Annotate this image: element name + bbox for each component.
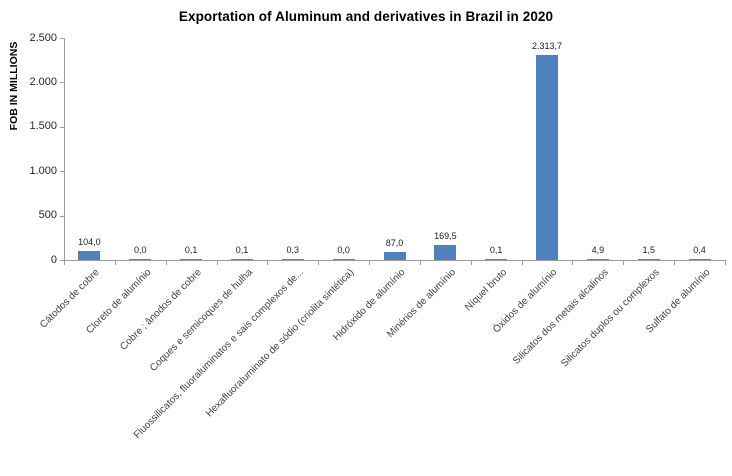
bar	[434, 244, 457, 260]
x-tick	[623, 261, 625, 265]
x-tick	[216, 261, 218, 265]
bar-value-label: 1,5	[642, 244, 655, 255]
x-tick	[725, 261, 726, 265]
category-label: Silicatos dos metais alcalinos	[510, 267, 611, 367]
bar	[332, 258, 355, 260]
chart-title: Exportation of Aluminum and derivatives …	[178, 9, 554, 24]
x-tick	[318, 261, 320, 265]
category-label: Níquel bruto	[462, 267, 509, 314]
bar	[485, 258, 508, 260]
bar-value-label: 0,1	[235, 244, 249, 255]
bar	[78, 250, 101, 260]
y-tick	[60, 171, 64, 173]
x-tick	[267, 261, 269, 265]
bar-value-label: 0,1	[184, 244, 198, 255]
x-tick	[419, 261, 421, 265]
bar	[180, 258, 203, 260]
bar-value-label: 0,0	[134, 244, 147, 255]
y-axis-line	[64, 38, 65, 261]
bar	[536, 54, 559, 260]
x-tick	[674, 261, 676, 265]
y-tick-label: 2.000	[29, 75, 57, 88]
y-tick-label: 500	[38, 209, 57, 222]
x-tick	[64, 261, 65, 265]
y-tick	[60, 38, 64, 39]
y-tick-label: 0	[50, 253, 57, 266]
bar-value-label: 2.313,7	[532, 40, 563, 51]
x-axis-line	[64, 260, 726, 261]
bar-value-label: 0,4	[693, 244, 706, 255]
bar	[688, 258, 711, 260]
plot-area	[64, 38, 725, 260]
x-tick	[165, 261, 167, 265]
y-tick-label: 1.000	[29, 164, 57, 177]
y-tick	[60, 260, 64, 261]
bar-value-label: 169,5	[434, 230, 457, 241]
y-tick-label: 1.500	[29, 120, 57, 133]
bar-value-label: 0,0	[337, 244, 350, 255]
x-tick	[470, 261, 472, 265]
x-tick	[521, 261, 523, 265]
bar	[637, 258, 660, 260]
x-tick	[369, 261, 371, 265]
bar-value-label: 0,1	[489, 244, 503, 255]
bar-value-label: 0,3	[286, 244, 300, 255]
bar	[281, 258, 304, 260]
category-label: Coques e semicoques de hulha	[147, 267, 255, 374]
bar-value-label: 87,0	[385, 238, 404, 249]
y-tick	[60, 126, 64, 128]
category-label: Silicatos duplos ou complexos	[558, 267, 662, 370]
bar	[129, 258, 152, 260]
y-tick-label: 2.500	[29, 31, 57, 44]
bar-value-label: 4,9	[591, 244, 605, 255]
bar-value-label: 104,0	[78, 236, 101, 247]
bar	[230, 258, 253, 260]
y-tick	[60, 215, 64, 217]
category-label: Fluossilicatos, fluoraluminatos e sais c…	[131, 267, 306, 442]
x-tick	[114, 261, 116, 265]
bar	[586, 258, 609, 260]
y-tick	[60, 82, 64, 84]
bar	[383, 252, 406, 260]
x-tick	[572, 261, 574, 265]
